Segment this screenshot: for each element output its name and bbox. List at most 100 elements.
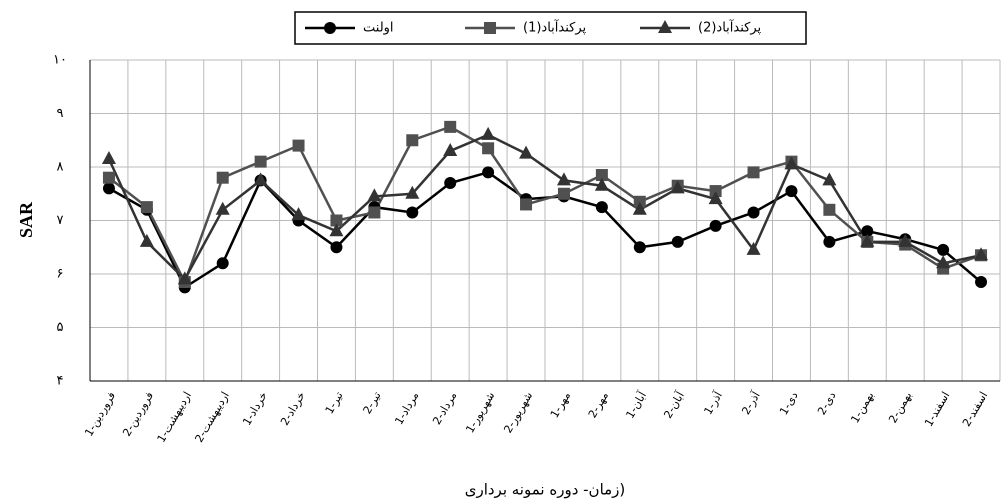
x-tick-label: 1-خرداد: [240, 390, 270, 428]
data-point: [140, 201, 153, 214]
data-point: [633, 241, 646, 254]
y-tick-label: ۹: [57, 106, 64, 121]
x-tick-label: 2-آذر: [738, 388, 763, 417]
x-tick-label: 1-دی: [777, 389, 801, 417]
data-point: [405, 185, 420, 199]
y-tick-label: ۸: [57, 160, 64, 175]
data-point: [139, 233, 154, 247]
data-point: [482, 142, 495, 155]
data-point: [671, 235, 684, 248]
legend-marker: [324, 22, 336, 34]
data-point: [101, 150, 116, 164]
data-point: [443, 142, 458, 156]
x-tick-label: 2-خرداد: [278, 390, 308, 428]
data-point: [633, 195, 646, 208]
legend-label: (2)پرکندآباد: [698, 19, 762, 36]
data-point: [444, 120, 457, 133]
x-tick-label: 1-تیر: [323, 390, 346, 417]
legend-marker: [658, 20, 672, 33]
data-point: [746, 241, 761, 255]
data-point: [367, 188, 382, 202]
data-point: [594, 177, 609, 191]
data-point: [747, 166, 760, 179]
x-tick-label: 2-مهر: [586, 389, 611, 420]
x-tick-label: 2-اردیبهشت: [192, 390, 231, 445]
legend-marker: [484, 22, 496, 34]
data-point: [368, 206, 381, 219]
x-tick-label: 1-اسفند: [922, 390, 952, 429]
x-tick-label: 1-بهمن: [848, 390, 876, 426]
data-point: [216, 171, 229, 184]
y-axis-label: SAR: [16, 201, 36, 238]
x-tick-label: 2-آبان: [661, 388, 688, 421]
data-point: [747, 206, 760, 219]
y-tick-label: ۷: [57, 213, 64, 228]
data-point: [670, 180, 685, 194]
data-point: [216, 257, 229, 270]
data-point: [709, 219, 722, 232]
x-tick-label: 1-آبان: [623, 388, 650, 421]
data-point: [975, 276, 988, 289]
data-point: [595, 169, 608, 182]
data-point: [785, 185, 798, 198]
x-tick-label: 1-آذر: [701, 388, 726, 417]
x-tick-label: 2-فروردین: [120, 390, 156, 439]
data-point: [632, 201, 647, 215]
data-point: [253, 172, 268, 186]
legend-box: [294, 11, 807, 45]
data-point: [784, 156, 799, 170]
data-point: [102, 182, 115, 195]
x-tick-label: 2-شهریور: [501, 390, 535, 436]
x-tick-label: 1-شهریور: [463, 390, 497, 436]
data-point: [709, 185, 722, 198]
data-point: [330, 214, 343, 227]
data-point: [823, 235, 836, 248]
series-line: [108, 170, 982, 290]
data-point: [482, 166, 495, 179]
data-point: [520, 198, 533, 211]
data-point: [291, 207, 306, 221]
data-point: [860, 233, 875, 247]
data-point: [861, 225, 874, 238]
data-point: [444, 177, 457, 190]
data-point: [406, 206, 419, 219]
data-point: [215, 201, 230, 215]
data-point: [557, 187, 570, 200]
y-tick-label: ۵: [57, 320, 64, 335]
data-point: [254, 155, 267, 168]
data-point: [595, 201, 608, 214]
data-point: [823, 203, 836, 216]
data-point: [937, 243, 950, 256]
data-point: [974, 247, 989, 261]
legend-label: (1)پرکندآباد: [523, 19, 587, 36]
data-point: [330, 241, 343, 254]
series-line: [108, 125, 982, 286]
y-tick-label: ۴: [57, 374, 64, 389]
data-point: [329, 223, 344, 237]
data-point: [822, 172, 837, 186]
x-tick-label: 2-بهمن: [886, 390, 914, 426]
data-point: [406, 134, 419, 147]
data-point: [102, 171, 115, 184]
x-tick-label: 2-دی: [815, 389, 839, 417]
x-axis-label: زمان- دوره نمونه برداری): [465, 481, 626, 499]
data-point: [481, 126, 496, 140]
x-tick-label: 1-مرداد: [392, 389, 421, 427]
data-point: [177, 271, 192, 285]
y-tick-label: ۶: [57, 267, 64, 282]
x-tick-label: 1-فروردین: [82, 390, 118, 439]
x-tick-label: 1-اردیبهشت: [155, 390, 194, 445]
x-tick-label: 2-تیر: [361, 390, 384, 417]
data-point: [936, 255, 951, 269]
data-point: [708, 191, 723, 205]
data-point: [556, 172, 571, 186]
y-tick-label: ۱۰: [53, 53, 67, 68]
data-point: [292, 139, 305, 152]
x-tick-label: 2-اسفند: [960, 390, 990, 429]
x-tick-label: 1-مهر: [548, 389, 573, 420]
legend-label: اولنت: [363, 21, 394, 36]
x-tick-label: 2-مرداد: [430, 389, 459, 427]
data-point: [898, 233, 913, 247]
data-point: [519, 145, 534, 159]
